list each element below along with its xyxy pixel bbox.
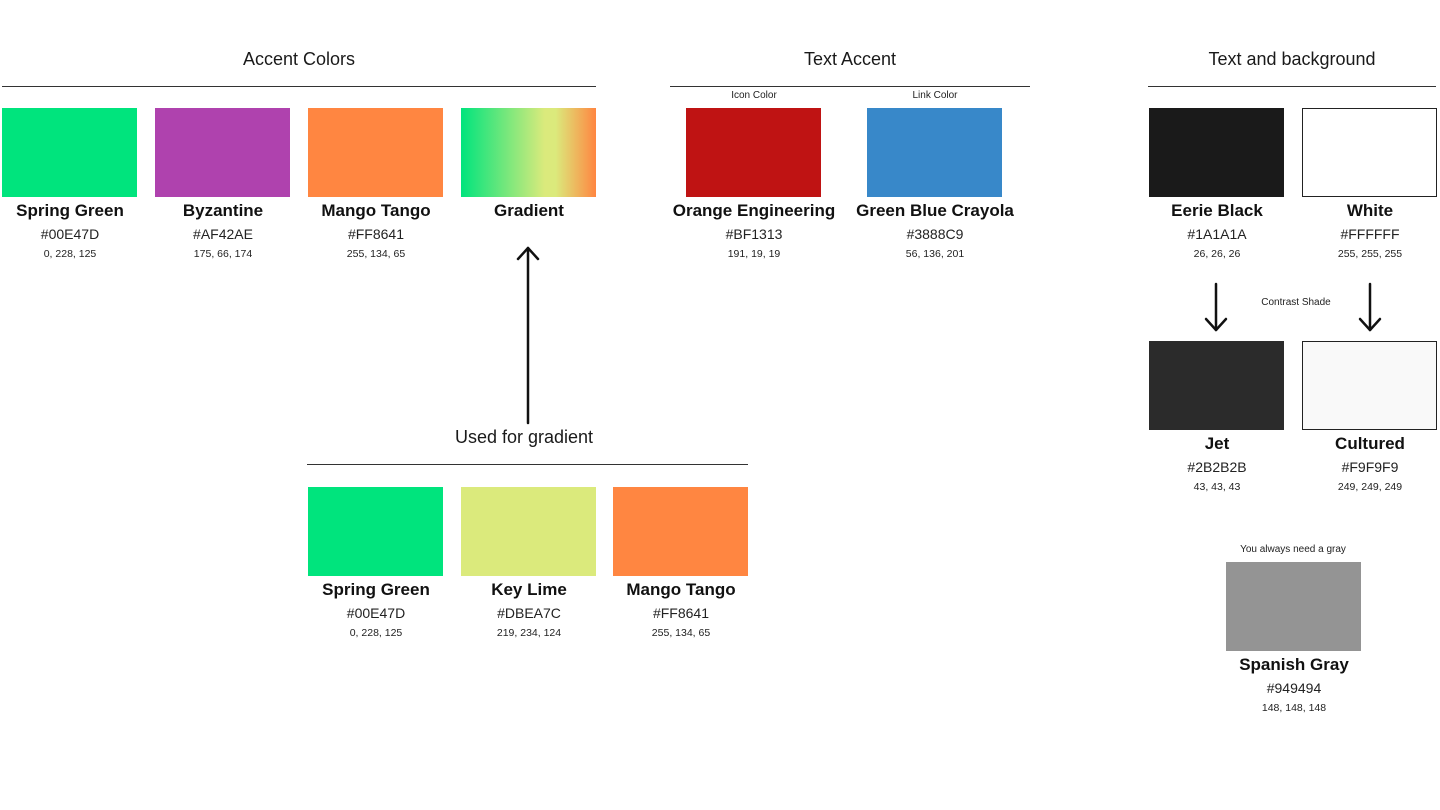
swatch-rgb: 255, 134, 65 bbox=[651, 627, 711, 639]
swatch-card-byzantine: Byzantine #AF42AE 175, 66, 174 bbox=[155, 108, 291, 260]
swatch-white bbox=[1302, 108, 1437, 197]
swatch-hex: #2B2B2B bbox=[1187, 459, 1247, 475]
swatch-rgb: 191, 19, 19 bbox=[727, 248, 781, 260]
arrow-up-to-gradient-icon bbox=[516, 246, 540, 425]
swatch-name: Eerie Black bbox=[1171, 201, 1263, 220]
text-background-divider bbox=[1148, 86, 1436, 87]
gray-note: You always need a gray bbox=[1240, 544, 1346, 555]
swatch-card-jet: Jet #2B2B2B 43, 43, 43 bbox=[1149, 341, 1285, 493]
swatch-name: Mango Tango bbox=[626, 580, 736, 599]
swatch-hex: #DBEA7C bbox=[497, 605, 561, 621]
swatch-card-mango-tango: Mango Tango #FF8641 255, 134, 65 bbox=[308, 108, 444, 260]
swatch-key-lime bbox=[461, 487, 596, 576]
swatch-hex: #AF42AE bbox=[193, 226, 253, 242]
swatch-byzantine bbox=[155, 108, 290, 197]
swatch-hex: #3888C9 bbox=[906, 226, 964, 242]
swatch-name: Mango Tango bbox=[321, 201, 431, 220]
text-accent-divider bbox=[670, 86, 1030, 87]
swatch-card-gradient-mango-tango: Mango Tango #FF8641 255, 134, 65 bbox=[613, 487, 749, 639]
contrast-shade-note: Contrast Shade bbox=[1261, 297, 1331, 308]
swatch-jet bbox=[1149, 341, 1284, 430]
swatch-card-spanish-gray: Spanish Gray #949494 148, 148, 148 bbox=[1226, 562, 1362, 714]
swatch-gradient bbox=[461, 108, 596, 197]
swatch-hex: #FF8641 bbox=[347, 226, 405, 242]
swatch-name: White bbox=[1346, 201, 1394, 220]
swatch-name: Gradient bbox=[494, 201, 564, 220]
used-for-gradient-divider bbox=[307, 464, 748, 465]
swatch-rgb: 148, 148, 148 bbox=[1261, 702, 1327, 714]
swatch-green-blue-crayola bbox=[867, 108, 1002, 197]
swatch-hex: #FFFFFF bbox=[1340, 226, 1400, 242]
used-for-gradient-heading: Used for gradient bbox=[454, 427, 594, 447]
arrow-down-to-jet-icon bbox=[1204, 282, 1228, 332]
swatch-rgb: 249, 249, 249 bbox=[1337, 481, 1403, 493]
swatch-name: Key Lime bbox=[491, 580, 567, 599]
swatch-card-green-blue-crayola: Green Blue Crayola #3888C9 56, 136, 201 bbox=[856, 108, 1014, 260]
swatch-hex: #F9F9F9 bbox=[1341, 459, 1399, 475]
swatch-card-key-lime: Key Lime #DBEA7C 219, 234, 124 bbox=[461, 487, 597, 639]
text-background-heading: Text and background bbox=[1208, 49, 1376, 69]
swatch-name: Byzantine bbox=[182, 201, 264, 220]
swatch-rgb: 255, 255, 255 bbox=[1337, 248, 1403, 260]
swatch-card-orange-engineering: Orange Engineering #BF1313 191, 19, 19 bbox=[673, 108, 835, 260]
swatch-rgb: 175, 66, 174 bbox=[193, 248, 253, 260]
swatch-name: Jet bbox=[1204, 434, 1230, 453]
swatch-hex: #00E47D bbox=[346, 605, 406, 621]
swatch-orange-engineering bbox=[686, 108, 821, 197]
swatch-card-white: White #FFFFFF 255, 255, 255 bbox=[1302, 108, 1438, 260]
swatch-rgb: 219, 234, 124 bbox=[496, 627, 562, 639]
text-accent-heading: Text Accent bbox=[803, 49, 897, 69]
swatch-hex: #BF1313 bbox=[725, 226, 783, 242]
swatch-rgb: 255, 134, 65 bbox=[346, 248, 406, 260]
swatch-card-cultured: Cultured #F9F9F9 249, 249, 249 bbox=[1302, 341, 1438, 493]
accent-colors-heading: Accent Colors bbox=[242, 49, 356, 69]
swatch-name: Spanish Gray bbox=[1239, 655, 1349, 674]
swatch-card-eerie-black: Eerie Black #1A1A1A 26, 26, 26 bbox=[1149, 108, 1285, 260]
swatch-name: Cultured bbox=[1335, 434, 1405, 453]
swatch-hex: #1A1A1A bbox=[1187, 226, 1247, 242]
swatch-rgb: 43, 43, 43 bbox=[1193, 481, 1241, 493]
swatch-spanish-gray bbox=[1226, 562, 1361, 651]
swatch-cultured bbox=[1302, 341, 1437, 430]
swatch-rgb: 0, 228, 125 bbox=[43, 248, 97, 260]
swatch-mango-tango bbox=[308, 108, 443, 197]
swatch-rgb: 56, 136, 201 bbox=[905, 248, 965, 260]
swatch-name: Spring Green bbox=[322, 580, 430, 599]
swatch-rgb: 26, 26, 26 bbox=[1193, 248, 1241, 260]
swatch-hex: #FF8641 bbox=[652, 605, 710, 621]
swatch-card-gradient: Gradient bbox=[461, 108, 597, 220]
swatch-rgb: 0, 228, 125 bbox=[349, 627, 403, 639]
swatch-spring-green bbox=[2, 108, 137, 197]
swatch-card-spring-green: Spring Green #00E47D 0, 228, 125 bbox=[2, 108, 138, 260]
link-color-note: Link Color bbox=[912, 90, 958, 101]
swatch-name: Green Blue Crayola bbox=[856, 201, 1014, 220]
swatch-mango-tango bbox=[613, 487, 748, 576]
arrow-down-to-cultured-icon bbox=[1358, 282, 1382, 332]
accent-colors-divider bbox=[2, 86, 596, 87]
icon-color-note: Icon Color bbox=[731, 90, 777, 101]
swatch-spring-green bbox=[308, 487, 443, 576]
swatch-name: Spring Green bbox=[16, 201, 124, 220]
swatch-card-gradient-spring-green: Spring Green #00E47D 0, 228, 125 bbox=[308, 487, 444, 639]
swatch-name: Orange Engineering bbox=[672, 201, 836, 220]
swatch-eerie-black bbox=[1149, 108, 1284, 197]
swatch-hex: #949494 bbox=[1266, 680, 1322, 696]
swatch-hex: #00E47D bbox=[40, 226, 100, 242]
